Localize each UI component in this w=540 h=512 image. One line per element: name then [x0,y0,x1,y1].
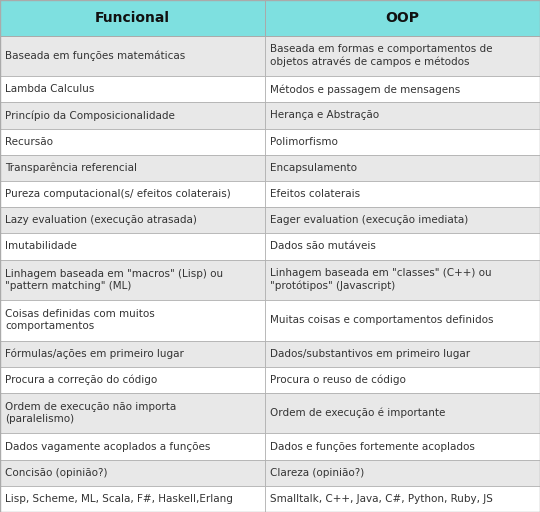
Text: Encapsulamento: Encapsulamento [270,163,357,173]
Bar [0,340,265,367]
Bar [265,102,540,129]
Text: Dados e funções fortemente acoplados: Dados e funções fortemente acoplados [270,441,475,452]
Bar [265,233,540,260]
Bar [265,207,540,233]
Bar [0,434,265,460]
Text: Fórmulas/ações em primeiro lugar: Fórmulas/ações em primeiro lugar [5,348,184,359]
Text: Lazy evaluation (execução atrasada): Lazy evaluation (execução atrasada) [5,215,197,225]
Text: Coisas definidas com muitos
comportamentos: Coisas definidas com muitos comportament… [5,309,155,331]
Text: Clareza (opinião?): Clareza (opinião?) [270,467,364,478]
Bar [0,155,265,181]
Bar [265,76,540,102]
Bar [0,207,265,233]
Text: Funcional: Funcional [95,11,170,25]
Text: Transparência referencial: Transparência referencial [5,163,137,173]
Bar [0,36,265,76]
Text: Linhagem baseada em "macros" (Lisp) ou
"pattern matching" (ML): Linhagem baseada em "macros" (Lisp) ou "… [5,269,223,291]
Bar [0,367,265,393]
Bar [0,460,265,486]
Text: Dados são mutáveis: Dados são mutáveis [270,242,376,251]
Bar [0,0,265,36]
Bar [265,434,540,460]
Text: Lambda Calculus: Lambda Calculus [5,84,94,94]
Text: Pureza computacional(s/ efeitos colaterais): Pureza computacional(s/ efeitos colatera… [5,189,231,199]
Text: Herança e Abstração: Herança e Abstração [270,111,379,120]
Bar [265,486,540,512]
Text: Ordem de execução não importa
(paralelismo): Ordem de execução não importa (paralelis… [5,402,176,424]
Bar [0,260,265,300]
Bar [0,76,265,102]
Bar [265,181,540,207]
Text: Baseada em formas e comportamentos de
objetos através de campos e métodos: Baseada em formas e comportamentos de ob… [270,45,492,68]
Bar [265,0,540,36]
Bar [265,460,540,486]
Bar [0,233,265,260]
Text: Lisp, Scheme, ML, Scala, F#, Haskell,Erlang: Lisp, Scheme, ML, Scala, F#, Haskell,Erl… [5,494,233,504]
Text: Ordem de execução é importante: Ordem de execução é importante [270,408,446,418]
Text: Procura a correção do código: Procura a correção do código [5,375,157,385]
Bar [0,181,265,207]
Text: Recursão: Recursão [5,137,53,147]
Text: Baseada em funções matemáticas: Baseada em funções matemáticas [5,51,185,61]
Text: Dados/substantivos em primeiro lugar: Dados/substantivos em primeiro lugar [270,349,470,358]
Text: Polimorfismo: Polimorfismo [270,137,338,147]
Text: Dados vagamente acoplados a funções: Dados vagamente acoplados a funções [5,441,211,452]
Bar [265,129,540,155]
Text: Imutabilidade: Imutabilidade [5,242,77,251]
Text: Smalltalk, C++, Java, C#, Python, Ruby, JS: Smalltalk, C++, Java, C#, Python, Ruby, … [270,494,493,504]
Bar [0,129,265,155]
Bar [0,393,265,434]
Text: Concisão (opinião?): Concisão (opinião?) [5,467,107,478]
Text: Linhagem baseada em "classes" (C++) ou
"protótipos" (Javascript): Linhagem baseada em "classes" (C++) ou "… [270,268,491,291]
Bar [265,367,540,393]
Bar [265,155,540,181]
Text: Eager evaluation (execução imediata): Eager evaluation (execução imediata) [270,215,468,225]
Bar [265,300,540,340]
Text: Muitas coisas e comportamentos definidos: Muitas coisas e comportamentos definidos [270,315,494,325]
Bar [0,486,265,512]
Bar [265,260,540,300]
Bar [265,340,540,367]
Bar [265,393,540,434]
Bar [0,102,265,129]
Text: Métodos e passagem de mensagens: Métodos e passagem de mensagens [270,84,460,95]
Text: Procura o reuso de código: Procura o reuso de código [270,375,406,385]
Text: Princípio da Composicionalidade: Princípio da Composicionalidade [5,110,175,121]
Bar [0,300,265,340]
Text: OOP: OOP [386,11,420,25]
Bar [265,36,540,76]
Text: Efeitos colaterais: Efeitos colaterais [270,189,360,199]
